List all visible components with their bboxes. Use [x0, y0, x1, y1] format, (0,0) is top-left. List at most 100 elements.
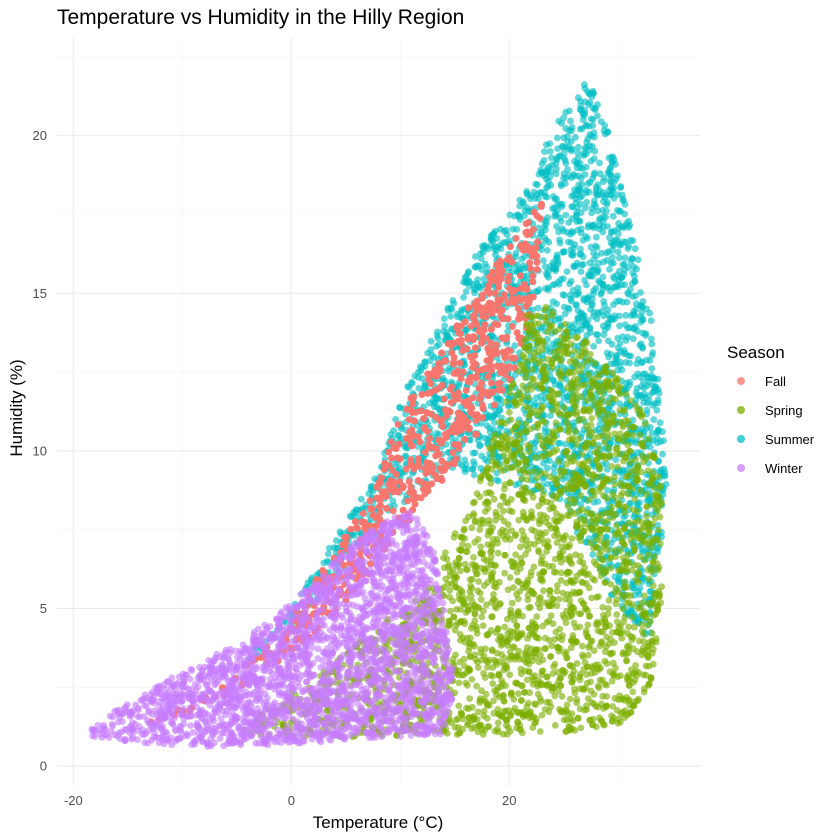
- data-point: [598, 289, 605, 297]
- data-point: [512, 481, 520, 489]
- data-point: [613, 298, 620, 305]
- data-point: [420, 415, 427, 423]
- data-point: [441, 322, 449, 330]
- data-point: [421, 448, 429, 456]
- data-point: [559, 142, 566, 150]
- data-point: [637, 289, 644, 296]
- data-point: [527, 265, 534, 272]
- data-point: [654, 426, 662, 434]
- data-point: [324, 550, 332, 558]
- data-point: [449, 297, 457, 304]
- points-layer: [88, 81, 670, 750]
- data-point: [622, 238, 630, 246]
- data-point: [560, 248, 568, 255]
- data-point: [564, 304, 572, 312]
- data-point: [638, 358, 646, 366]
- data-point: [399, 484, 407, 492]
- data-point: [519, 198, 527, 206]
- data-point: [538, 160, 546, 168]
- data-point: [556, 152, 564, 160]
- data-point: [478, 452, 486, 460]
- data-point: [554, 260, 562, 268]
- data-point: [650, 416, 658, 424]
- data-point: [592, 233, 600, 241]
- data-point: [427, 337, 435, 345]
- data-point: [585, 293, 593, 301]
- data-point: [599, 273, 607, 281]
- data-point: [542, 168, 550, 176]
- data-point: [432, 398, 439, 405]
- data-point: [593, 331, 600, 338]
- data-point: [508, 354, 516, 362]
- data-point: [648, 335, 655, 343]
- data-point: [614, 230, 622, 238]
- data-point: [608, 340, 616, 348]
- data-point: [626, 359, 633, 367]
- data-point: [626, 381, 633, 389]
- data-point: [586, 272, 594, 280]
- data-point: [585, 188, 593, 196]
- data-point: [647, 317, 655, 325]
- data-point: [446, 408, 454, 416]
- data-point: [648, 352, 656, 359]
- data-point: [570, 244, 577, 252]
- data-point: [607, 178, 615, 186]
- data-point: [433, 430, 441, 437]
- data-point: [642, 330, 649, 337]
- data-point: [573, 301, 580, 309]
- data-point: [589, 89, 597, 97]
- data-point: [568, 192, 576, 200]
- data-point: [462, 288, 470, 295]
- data-point: [593, 252, 600, 259]
- data-point: [394, 432, 402, 439]
- data-point: [491, 411, 499, 418]
- data-point: [450, 354, 458, 361]
- data-point: [440, 315, 448, 323]
- data-point: [592, 203, 599, 210]
- data-point: [595, 337, 603, 345]
- data-point: [591, 147, 599, 155]
- data-point: [366, 497, 374, 505]
- data-point: [463, 278, 470, 286]
- data-point: [354, 524, 361, 532]
- data-point: [471, 352, 479, 359]
- data-point: [546, 148, 554, 155]
- data-point: [634, 327, 641, 335]
- data-point: [629, 237, 637, 245]
- data-point: [635, 392, 643, 399]
- data-point: [438, 381, 446, 389]
- data-point: [607, 314, 615, 322]
- data-point: [426, 435, 433, 442]
- data-point: [600, 312, 608, 320]
- data-point: [514, 211, 521, 219]
- data-point: [553, 134, 561, 142]
- data-point: [617, 183, 625, 190]
- data-point: [607, 164, 615, 171]
- data-point: [417, 363, 424, 370]
- data-point: [645, 392, 653, 399]
- data-point: [530, 188, 538, 196]
- data-point: [377, 494, 385, 501]
- data-point: [556, 382, 564, 389]
- data-point: [621, 254, 629, 262]
- data-point: [573, 209, 580, 216]
- data-point: [512, 235, 520, 242]
- data-point: [603, 256, 611, 264]
- data-point: [581, 110, 588, 117]
- data-point: [620, 349, 627, 357]
- data-point: [367, 486, 375, 493]
- data-point: [583, 331, 591, 339]
- data-point: [389, 497, 397, 505]
- data-point: [563, 268, 571, 275]
- data-point: [568, 127, 575, 135]
- data-point: [488, 231, 496, 239]
- data-point: [581, 171, 589, 179]
- data-point: [589, 175, 596, 183]
- data-point: [405, 478, 413, 485]
- data-point: [639, 546, 646, 554]
- data-point: [357, 495, 365, 503]
- data-point: [567, 295, 574, 303]
- data-point: [660, 437, 667, 444]
- data-point: [643, 382, 651, 389]
